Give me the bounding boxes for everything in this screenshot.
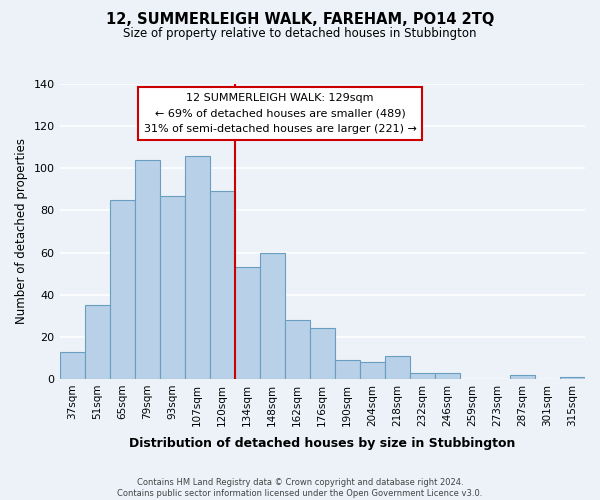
Text: 12 SUMMERLEIGH WALK: 129sqm
← 69% of detached houses are smaller (489)
31% of se: 12 SUMMERLEIGH WALK: 129sqm ← 69% of det… <box>144 93 416 134</box>
Bar <box>360 362 385 379</box>
Bar <box>410 372 435 379</box>
Bar <box>235 268 260 379</box>
Bar <box>59 352 85 379</box>
Bar <box>335 360 360 379</box>
Bar <box>134 160 160 379</box>
Bar <box>435 372 460 379</box>
Text: Size of property relative to detached houses in Stubbington: Size of property relative to detached ho… <box>123 28 477 40</box>
Bar <box>160 196 185 379</box>
Bar <box>385 356 410 379</box>
Y-axis label: Number of detached properties: Number of detached properties <box>15 138 28 324</box>
Text: Contains HM Land Registry data © Crown copyright and database right 2024.
Contai: Contains HM Land Registry data © Crown c… <box>118 478 482 498</box>
Bar <box>310 328 335 379</box>
Text: 12, SUMMERLEIGH WALK, FAREHAM, PO14 2TQ: 12, SUMMERLEIGH WALK, FAREHAM, PO14 2TQ <box>106 12 494 28</box>
X-axis label: Distribution of detached houses by size in Stubbington: Distribution of detached houses by size … <box>129 437 515 450</box>
Bar <box>285 320 310 379</box>
Bar <box>560 377 585 379</box>
Bar <box>260 252 285 379</box>
Bar <box>209 192 235 379</box>
Bar <box>85 305 110 379</box>
Bar <box>510 374 535 379</box>
Bar <box>110 200 134 379</box>
Bar <box>185 156 209 379</box>
